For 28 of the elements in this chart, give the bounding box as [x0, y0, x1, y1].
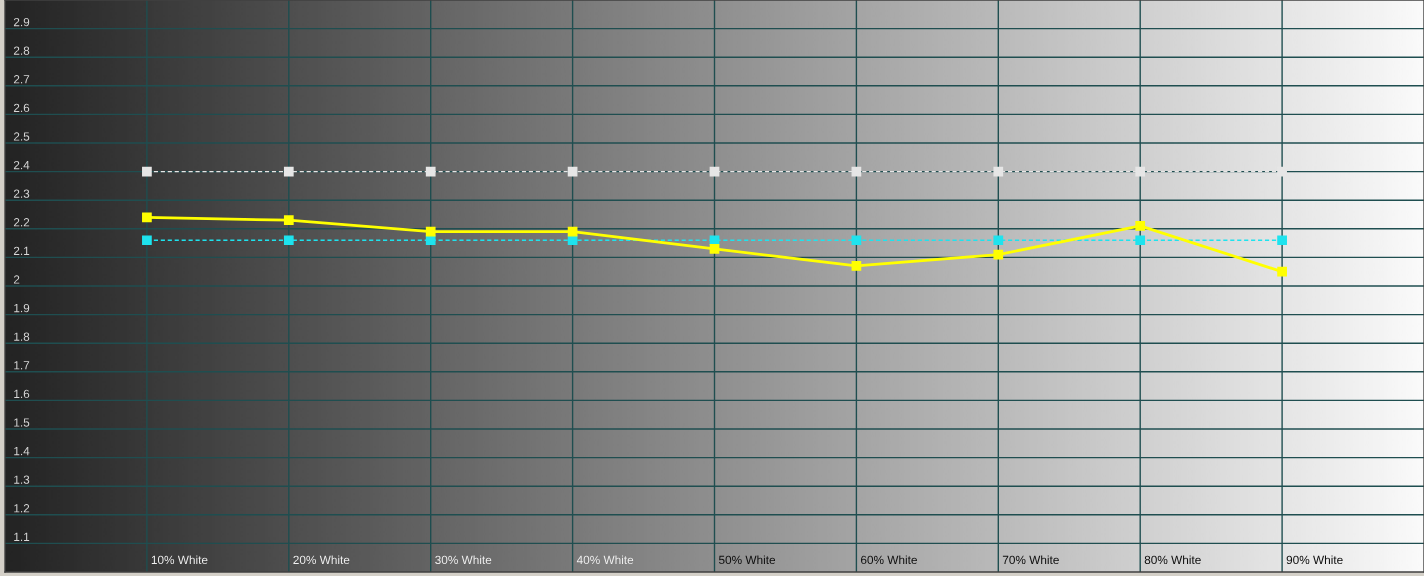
y-tick-label: 2.4: [13, 160, 30, 170]
x-tick-label: 70% White: [1002, 555, 1059, 565]
y-tick-label: 1.3: [14, 475, 30, 484]
x-tick-label: 10% White: [151, 555, 208, 565]
y-tick-label: 1.5: [14, 418, 30, 427]
y-tick-label: 1.8: [14, 332, 30, 341]
y-tick-label: 1.1: [14, 532, 30, 541]
y-tick-label: 1.2: [14, 504, 30, 513]
x-tick-label: 90% White: [1286, 555, 1343, 565]
y-tick-label: 2.6: [13, 103, 30, 113]
y-tick-label: 2.1: [13, 246, 30, 255]
y-tick-label: 2.3: [13, 189, 30, 198]
y-tick-label: 1.7: [14, 361, 30, 370]
y-tick-label: 2.8: [13, 46, 30, 55]
x-tick-label: 40% White: [576, 555, 634, 565]
y-tick-label: 2.2: [13, 218, 30, 227]
y-tick-label: 1.6: [14, 389, 30, 399]
y-tick-label: 2.5: [13, 132, 30, 141]
y-tick-label: 2: [13, 275, 20, 284]
y-tick-label: 2.9: [13, 17, 30, 27]
y-tick-label: 1.4: [14, 447, 30, 456]
y-tick-label: 2.7: [13, 75, 30, 84]
x-tick-label: 30% White: [435, 555, 492, 565]
x-tick-label: 20% White: [293, 555, 350, 565]
x-tick-label: 60% White: [861, 555, 917, 565]
x-tick-label: 50% White: [718, 555, 776, 565]
x-tick-label: 80% White: [1144, 555, 1201, 565]
y-tick-label: 1.9: [14, 303, 30, 313]
